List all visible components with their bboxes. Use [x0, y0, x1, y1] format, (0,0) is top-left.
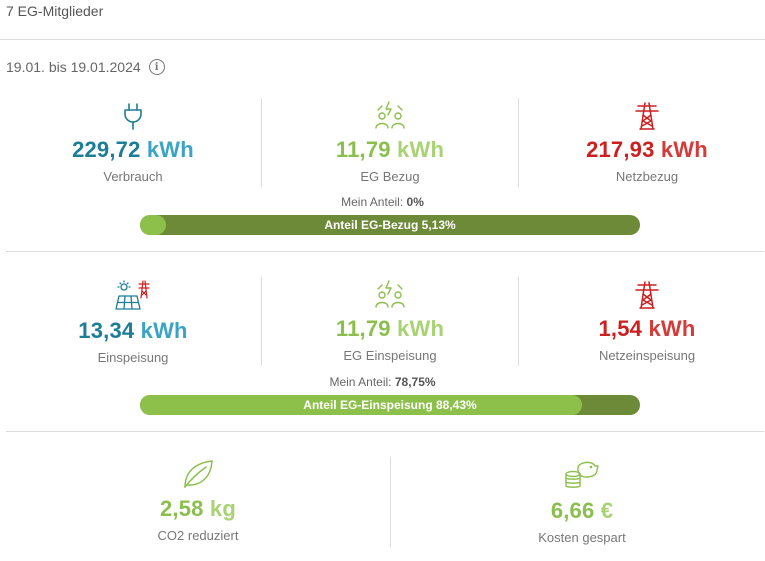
- my-share-feed-in: Mein Anteil: 78,75%: [329, 375, 436, 389]
- share-bar-label: Anteil EG-Bezug 5,13%: [324, 218, 456, 232]
- share-bar-eg-bezug: Anteil EG-Bezug 5,13%: [140, 215, 640, 235]
- netzeinspeisung-value: 1,54 kWh: [598, 316, 696, 341]
- divider: [6, 251, 764, 252]
- community-energy-icon: [375, 280, 405, 308]
- verbrauch-label: Verbrauch: [103, 169, 163, 184]
- co2-value: 2,58 kg: [159, 496, 236, 521]
- netzbezug-value: 217,93 kWh: [586, 137, 708, 162]
- einspeisung-value: 13,34 kWh: [78, 318, 188, 343]
- netzeinspeisung-label: Netzeinspeisung: [598, 348, 696, 363]
- leaf-icon: [184, 460, 213, 488]
- eg-bezug-value: 11,79 kWh: [335, 137, 445, 162]
- date-range: 19.01. bis 19.01.2024: [6, 59, 141, 75]
- piggy-bank-coins-icon: [565, 461, 599, 488]
- eg-einspeisung-label: EG Einspeisung: [343, 348, 437, 363]
- divider: [261, 277, 262, 366]
- community-energy-icon: [375, 101, 405, 129]
- solar-pylon-icon: [115, 280, 150, 310]
- power-pylon-icon: [635, 102, 659, 130]
- divider: [518, 98, 519, 187]
- stat-verbrauch: 229,72 kWh Verbrauch: [13, 101, 253, 184]
- divider: [0, 39, 765, 40]
- kosten-label: Kosten gespart: [538, 530, 626, 545]
- stat-co2: 2,58 kg CO2 reduziert: [78, 458, 318, 543]
- kosten-value: 6,66 €: [550, 498, 614, 523]
- share-bar-fill: [140, 215, 166, 235]
- stat-netzbezug: 217,93 kWh Netzbezug: [527, 101, 765, 184]
- divider: [6, 431, 764, 432]
- stat-kosten: 6,66 € Kosten gespart: [462, 458, 702, 545]
- co2-label: CO2 reduziert: [157, 528, 239, 543]
- eg-einspeisung-value: 11,79 kWh: [335, 316, 445, 341]
- divider: [261, 98, 262, 187]
- netzbezug-label: Netzbezug: [615, 169, 679, 184]
- stat-netzeinspeisung: 1,54 kWh Netzeinspeisung: [527, 280, 765, 363]
- eg-bezug-label: EG Bezug: [360, 169, 420, 184]
- info-icon[interactable]: i: [148, 59, 165, 75]
- my-share-consumption: Mein Anteil: 0%: [341, 195, 424, 209]
- verbrauch-value: 229,72 kWh: [72, 137, 194, 162]
- power-pylon-icon: [635, 281, 659, 309]
- einspeisung-label: Einspeisung: [97, 350, 169, 365]
- stat-einspeisung: 13,34 kWh Einspeisung: [13, 280, 253, 365]
- stat-eg-bezug: 11,79 kWh EG Bezug: [270, 101, 510, 184]
- divider: [390, 457, 391, 547]
- stat-eg-einspeisung: 11,79 kWh EG Einspeisung: [270, 280, 510, 363]
- plug-icon: [124, 103, 142, 130]
- member-count: 7 EG-Mitglieder: [6, 3, 104, 19]
- share-bar-eg-einspeisung: Anteil EG-Einspeisung 88,43%: [140, 395, 640, 415]
- date-range-row: 19.01. bis 19.01.2024 i: [6, 59, 165, 75]
- share-bar-fill: [140, 395, 583, 415]
- share-bar-label: Anteil EG-Einspeisung 88,43%: [303, 398, 477, 412]
- divider: [518, 277, 519, 366]
